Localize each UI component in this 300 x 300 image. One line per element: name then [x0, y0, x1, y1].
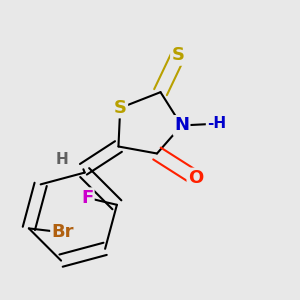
Text: F: F	[81, 189, 93, 207]
Text: -H: -H	[207, 116, 226, 131]
Text: Br: Br	[52, 223, 74, 241]
Text: N: N	[174, 116, 189, 134]
Text: H: H	[56, 152, 69, 167]
Text: O: O	[188, 169, 203, 187]
Text: S: S	[172, 46, 184, 64]
Text: S: S	[114, 99, 127, 117]
